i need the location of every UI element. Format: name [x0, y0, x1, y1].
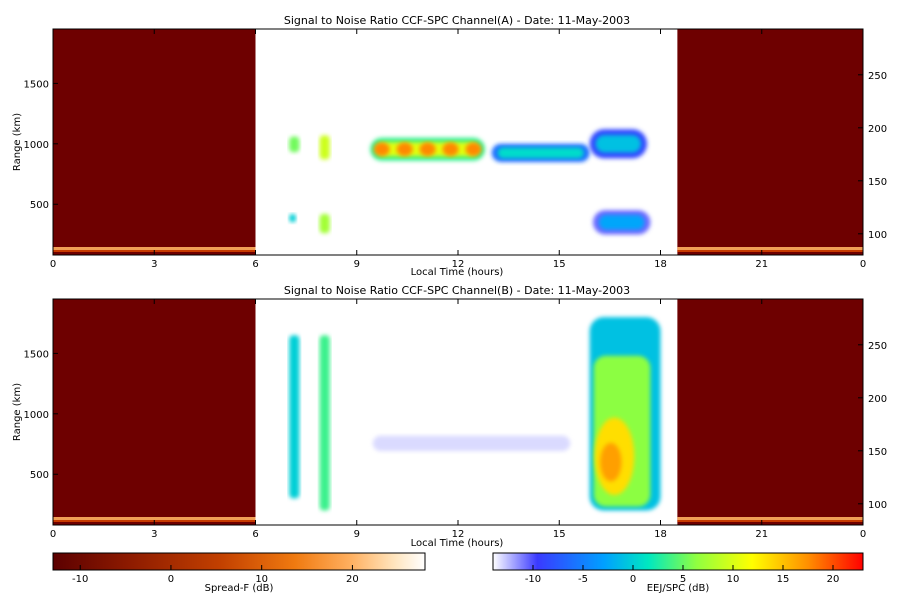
panel-b-y2tick-label: 250 — [868, 341, 887, 352]
panel-a-echo-band-8 — [593, 210, 651, 235]
colorbar-eej-spc: -10 -5 0 5 10 15 20 EEJ/SPC (dB) — [492, 552, 864, 594]
colorbar-spread-f-gradient — [52, 552, 426, 571]
colorbar-spread-f-label: Spread-F (dB) — [205, 583, 274, 594]
panel-a-y2tick-label: 250 — [868, 71, 887, 82]
colorbar-tick-label: 0 — [168, 574, 174, 585]
panel-b-spread-f-block-2 — [677, 299, 863, 525]
panel-a-xtick-label: 0 — [860, 259, 866, 270]
colorbar-tick-label: 10 — [255, 574, 268, 585]
panel-b-xtick-label: 21 — [755, 529, 768, 540]
colorbar-tick-label: 0 — [630, 574, 636, 585]
panel-a-echo-blob-3 — [319, 213, 330, 234]
panel-a-y2tick-label: 100 — [868, 230, 887, 241]
panel-a-night-blocks — [53, 29, 863, 255]
panel-a-y2tick-label: 150 — [868, 177, 887, 188]
panel-a-ylabel: Range (km) — [12, 113, 23, 171]
colorbar-tick-label: 10 — [727, 574, 740, 585]
panel-a-spread-f-block-1 — [53, 29, 256, 255]
panel-b-y2tick-label: 150 — [868, 447, 887, 458]
colorbar-tick-label: -5 — [578, 574, 588, 585]
panel-a-echo-band-7 — [589, 129, 647, 159]
colorbar-spread-f-ticks: -10 0 10 20 — [72, 565, 359, 585]
panel-b-spread-f-block-1 — [53, 299, 256, 525]
panel-a-echo-band-6 — [491, 143, 590, 162]
panel-b-echo-column-1 — [289, 335, 300, 499]
panel-a-xtick-label: 12 — [452, 259, 465, 270]
panel-b-xtick-label: 6 — [252, 529, 258, 540]
panel-b-features — [289, 317, 661, 511]
panel-a-title: Signal to Noise Ratio CCF-SPC Channel(A)… — [284, 14, 630, 27]
panel-b-ytick-label: 1000 — [24, 410, 49, 421]
colorbar-tick-label: 5 — [680, 574, 686, 585]
panel-b-xtick-label: 0 — [860, 529, 866, 540]
panel-b-xtick-label: 3 — [151, 529, 157, 540]
panel-a-echo-blob-1 — [289, 136, 300, 153]
colorbar-eej-spc-gradient — [492, 552, 864, 571]
panel-a-echo-blob-2 — [319, 135, 330, 160]
panel-a-xtick-label: 3 — [151, 259, 157, 270]
panel-b-xtick-label: 15 — [553, 529, 566, 540]
colorbar-tick-label: 20 — [827, 574, 840, 585]
panel-a-xtick-label: 6 — [252, 259, 258, 270]
panel-a-xtick-label: 0 — [50, 259, 56, 270]
panel-b-y2tick-label: 200 — [868, 394, 887, 405]
panel-b-ylabel: Range (km) — [12, 383, 23, 441]
panel-a-ticks: 0 3 6 9 12 15 18 21 0 500 1000 1500 100 150 200 250 — [24, 29, 887, 270]
panel-a-echo-band-5 — [370, 137, 485, 161]
panel-b-xtick-label: 9 — [354, 529, 360, 540]
panel-b-xtick-label: 12 — [452, 529, 465, 540]
colorbar-tick-label: 15 — [777, 574, 790, 585]
panel-b-xlabel: Local Time (hours) — [411, 538, 504, 549]
panel-b-xtick-label: 18 — [654, 529, 667, 540]
panel-a-features — [289, 129, 651, 235]
panel-b-title: Signal to Noise Ratio CCF-SPC Channel(B)… — [284, 284, 630, 297]
panel-b-ticks: 0 3 6 9 12 15 18 21 0 500 1000 1500 100 150 200 250 — [24, 299, 887, 540]
panel-b-ytick-label: 500 — [30, 470, 49, 481]
colorbar-eej-spc-label: EEJ/SPC (dB) — [647, 583, 710, 594]
panel-a-xtick-label: 18 — [654, 259, 667, 270]
panel-a-ytick-label: 500 — [30, 200, 49, 211]
colorbar-tick-label: -10 — [525, 574, 541, 585]
panel-channel-a: Signal to Noise Ratio CCF-SPC Channel(A)… — [12, 14, 887, 278]
panel-a-xtick-label: 15 — [553, 259, 566, 270]
panel-a-ytick-label: 1000 — [24, 140, 49, 151]
panel-a-spread-f-block-2 — [677, 29, 863, 255]
panel-a-xtick-label: 9 — [354, 259, 360, 270]
panel-a-xlabel: Local Time (hours) — [411, 267, 504, 278]
panel-channel-b: Signal to Noise Ratio CCF-SPC Channel(B)… — [12, 284, 887, 549]
panel-b-xtick-label: 0 — [50, 529, 56, 540]
panel-a-xtick-label: 21 — [755, 259, 768, 270]
panel-b-echo-column-2 — [319, 335, 330, 511]
colorbar-tick-label: 20 — [346, 574, 359, 585]
colorbar-tick-label: -10 — [72, 574, 88, 585]
panel-a-echo-blob-4 — [289, 213, 296, 223]
panel-a-ytick-label: 1500 — [24, 79, 49, 90]
colorbar-eej-spc-ticks: -10 -5 0 5 10 15 20 — [525, 565, 840, 585]
panel-b-ytick-label: 1500 — [24, 349, 49, 360]
colorbar-spread-f: -10 0 10 20 Spread-F (dB) — [52, 552, 426, 594]
panel-a-y2tick-label: 200 — [868, 124, 887, 135]
panel-b-echo-plume-4 — [589, 317, 661, 511]
panel-b-y2tick-label: 100 — [868, 500, 887, 511]
panel-b-echo-band-3 — [366, 430, 577, 457]
panel-b-night-blocks — [53, 299, 863, 525]
